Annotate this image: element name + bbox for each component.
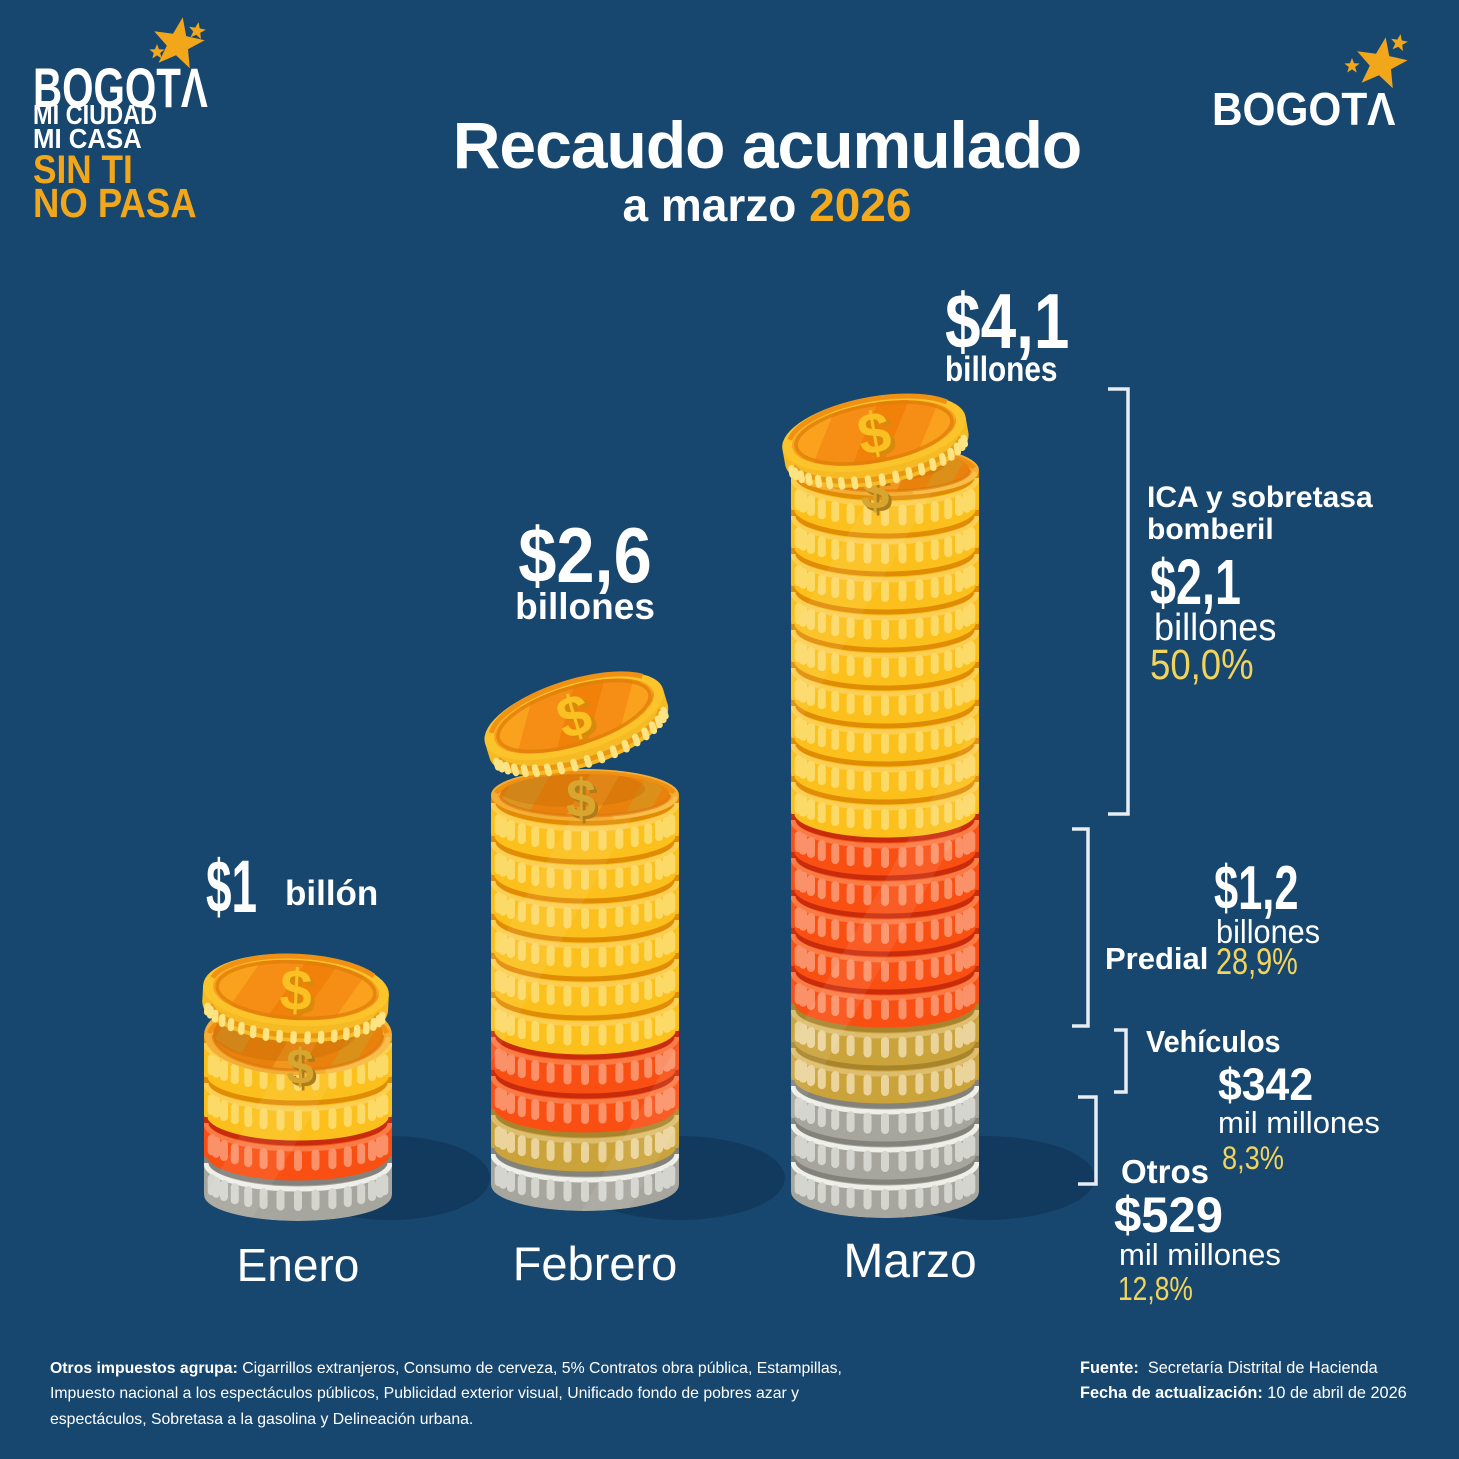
svg-text:$: $ (289, 1042, 317, 1098)
svg-text:$: $ (566, 768, 596, 828)
svg-text:$: $ (282, 961, 318, 1028)
svg-text:$: $ (569, 771, 599, 831)
svg-text:$: $ (278, 957, 314, 1024)
svg-text:$: $ (286, 1039, 314, 1095)
